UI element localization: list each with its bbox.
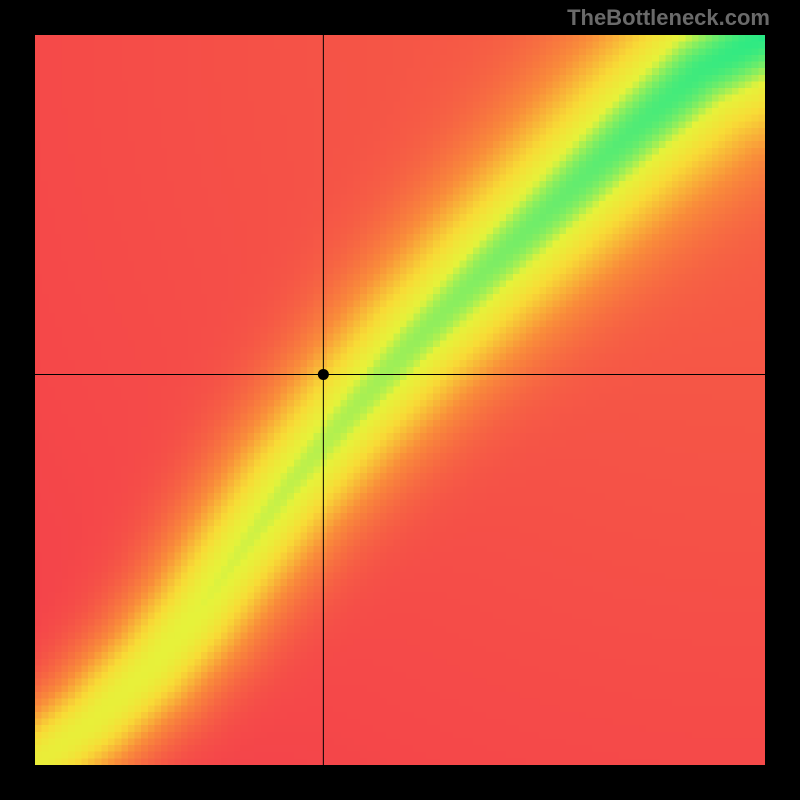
bottleneck-heatmap — [35, 35, 765, 765]
watermark-text: TheBottleneck.com — [567, 5, 770, 31]
